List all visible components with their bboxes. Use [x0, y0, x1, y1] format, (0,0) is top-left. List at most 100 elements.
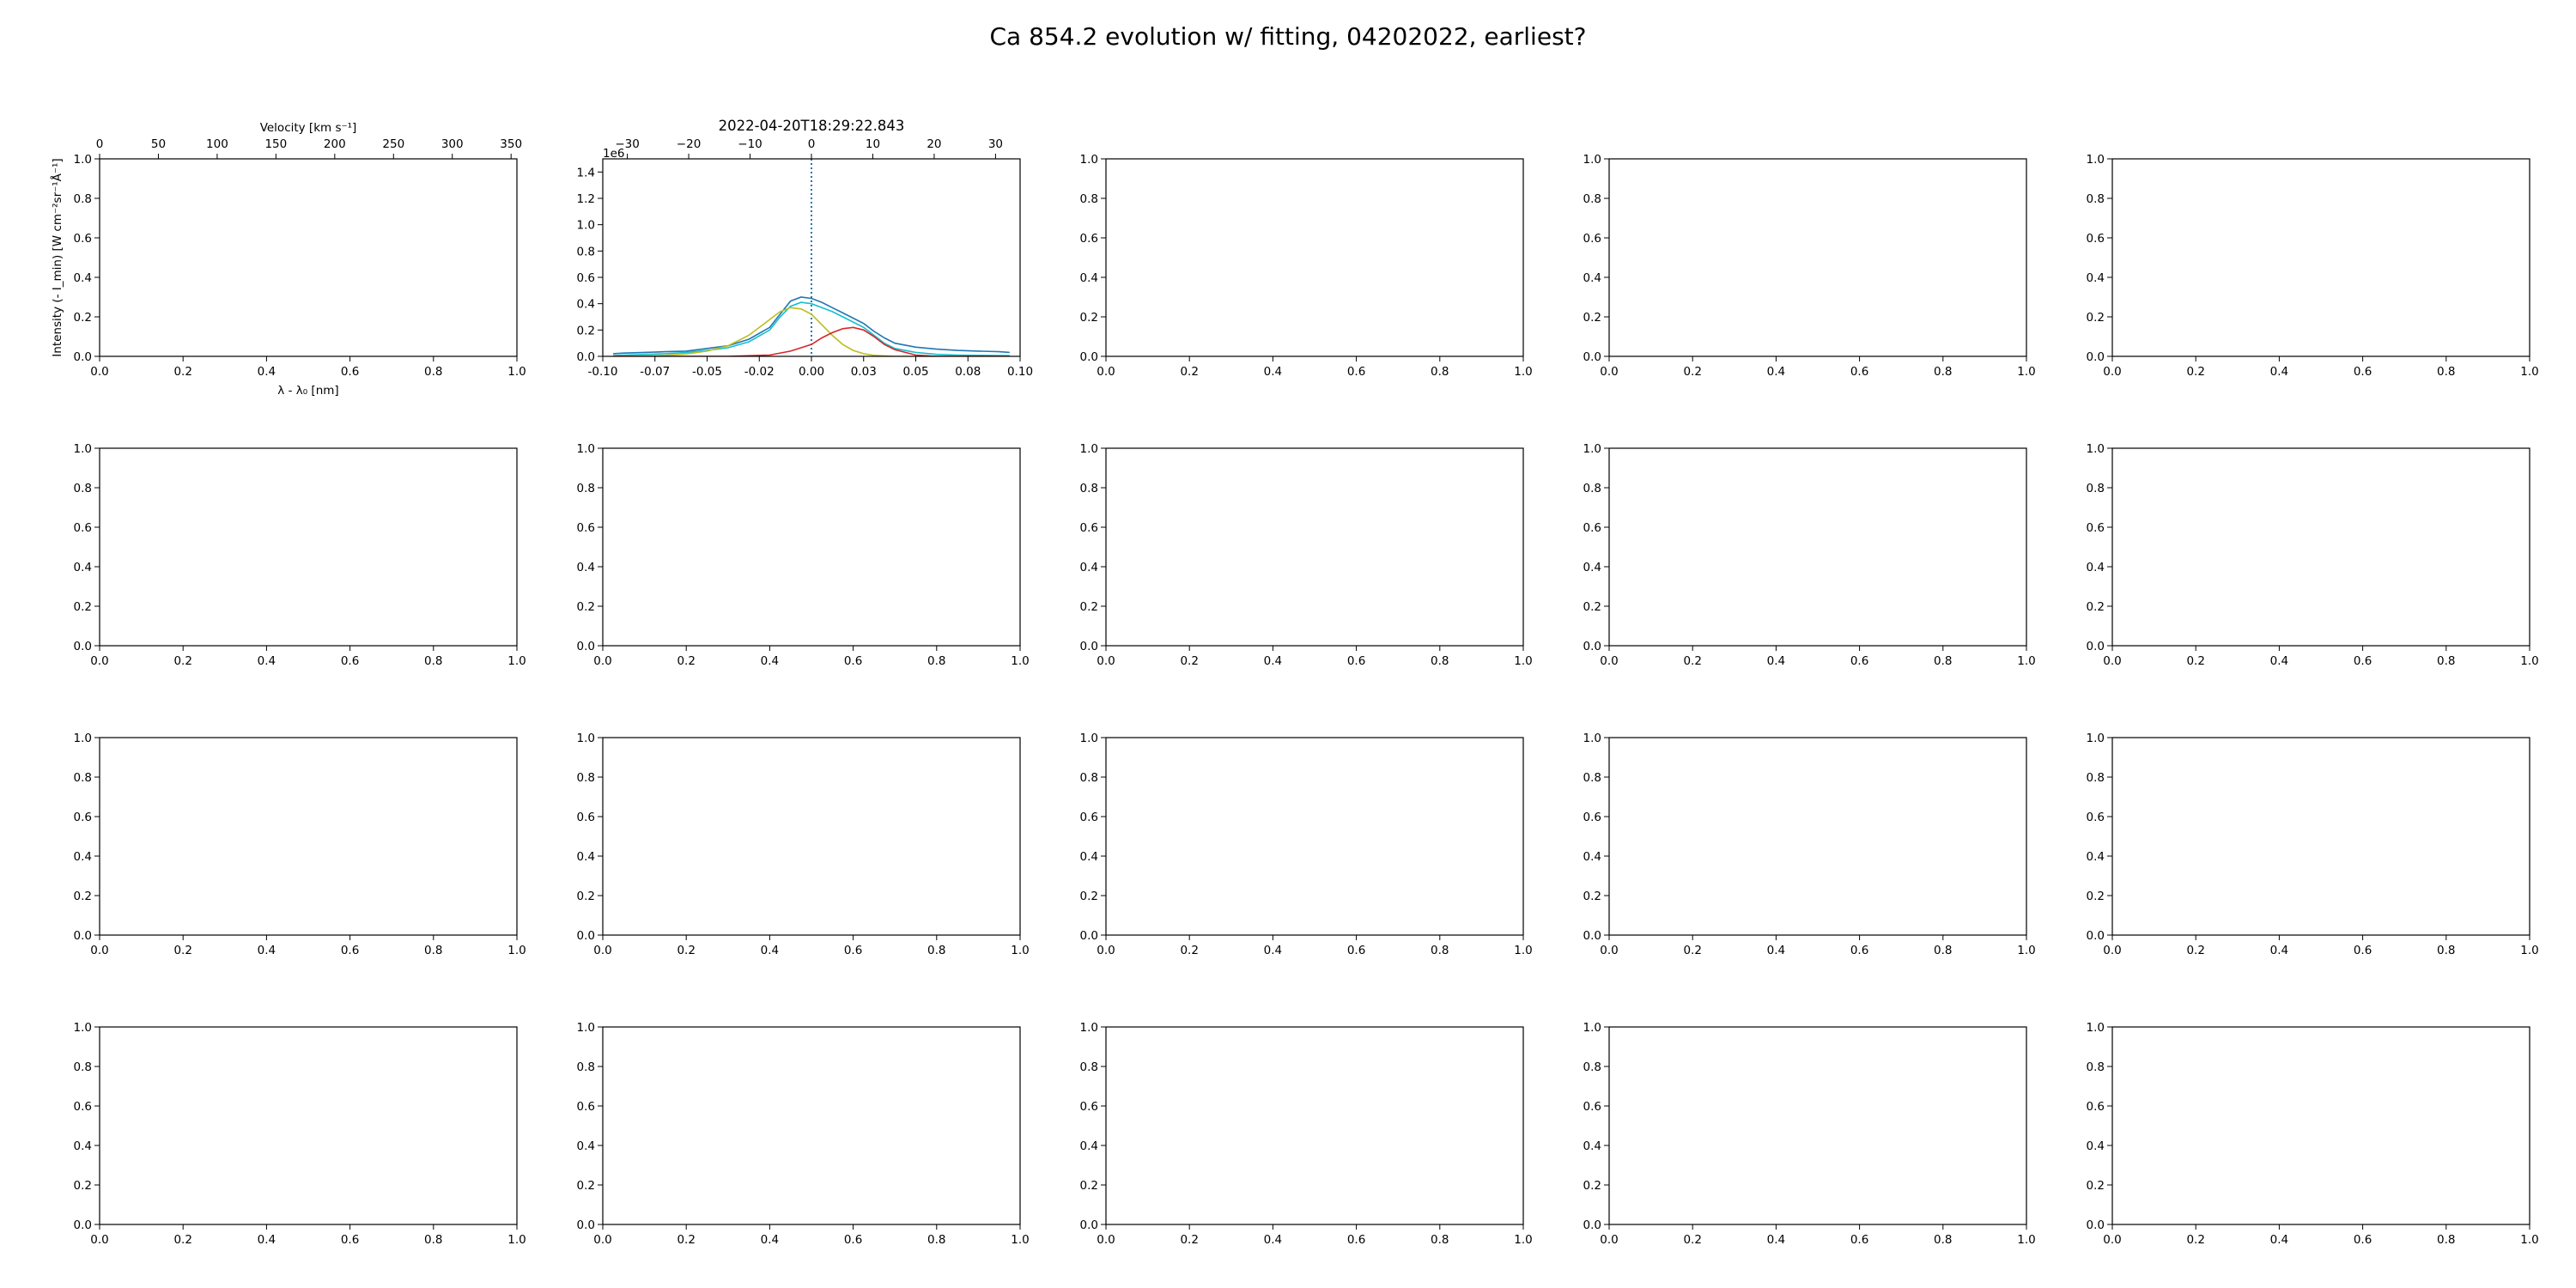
y-tick-label: 0.0 — [1080, 350, 1098, 364]
y-tick-label: 1.0 — [577, 219, 595, 233]
x-tick-label: 0.0 — [1600, 944, 1618, 957]
y-tick-label: 0.0 — [1080, 640, 1098, 653]
x-tick-label: 0.05 — [902, 365, 928, 379]
y-tick-label: 0.4 — [1080, 1139, 1098, 1153]
subplot-r4-c5: 0.00.0 0.2 0.2 0.4 0.4 0.6 0.6 0.8 0.8 1.0 1.0 — [2087, 1021, 2539, 1247]
x-tick-label: 0.8 — [424, 654, 442, 668]
y-tick-label: 0.2 — [1080, 890, 1098, 903]
y-tick-label: 0.2 — [577, 324, 595, 337]
y-tick-label: 1.0 — [2087, 442, 2105, 456]
x-tick-label: 0.0 — [90, 944, 108, 957]
y-tick-label: 0.6 — [577, 1100, 595, 1114]
top-tick-label: 50 — [151, 137, 166, 151]
y-tick-label: 0.4 — [1583, 561, 1601, 574]
x-tick-label: 0.6 — [1347, 654, 1365, 668]
x-tick-label: 1.0 — [2017, 944, 2035, 957]
y-tick-label: 0.6 — [1583, 232, 1601, 246]
y-tick-label: 1.0 — [74, 1021, 92, 1035]
subplot-r3-c1: 0.00.0 0.2 0.2 0.4 0.4 0.6 0.6 0.8 0.8 1.0 1.0 — [74, 732, 526, 957]
y-tick-label: 0.2 — [577, 600, 595, 614]
x-tick-label: 0.0 — [593, 944, 611, 957]
y-tick-label: 0.0 — [1583, 640, 1601, 653]
axes-frame — [602, 1026, 1021, 1225]
x-tick-label: 1.0 — [507, 1233, 526, 1247]
series-line-1 — [613, 296, 1010, 355]
x-tick-label: 0.8 — [1431, 944, 1449, 957]
top-tick-label: 0 — [96, 137, 104, 151]
y-tick-label: 0.2 — [1583, 600, 1601, 614]
x-tick-label: 0.6 — [2354, 1233, 2372, 1247]
axes-title: 2022-04-20T18:29:22.843 — [719, 118, 905, 134]
x-tick-label: 0.4 — [761, 1233, 779, 1247]
y-tick-label: 0.2 — [577, 1179, 595, 1193]
x-tick-label: 0.08 — [955, 365, 981, 379]
y-tick-label: 0.2 — [74, 600, 92, 614]
y-tick-label: 0.0 — [74, 929, 92, 943]
y-tick-label: 0.0 — [577, 1218, 595, 1232]
subplot-r3-c5: 0.00.0 0.2 0.2 0.4 0.4 0.6 0.6 0.8 0.8 1.0 1.0 — [2087, 732, 2539, 957]
x-tick-label: 0.6 — [844, 654, 862, 668]
top-tick-label: 350 — [500, 137, 522, 151]
x-tick-label: 0.2 — [1683, 944, 1701, 957]
subplot-r3-c2: 0.00.0 0.2 0.2 0.4 0.4 0.6 0.6 0.8 0.8 1.0 1.0 — [577, 732, 1030, 957]
x-tick-label: 1.0 — [2520, 1233, 2538, 1247]
x-tick-label: 0.6 — [1850, 365, 1868, 379]
axes-frame — [602, 447, 1021, 647]
y-tick-label: 0.6 — [577, 811, 595, 824]
series-line-4 — [613, 326, 1010, 356]
x-tick-label: 0.2 — [677, 944, 695, 957]
x-tick-label: 1.0 — [507, 944, 526, 957]
y-tick-label: 1.0 — [1583, 732, 1601, 745]
subplot-r1-c3: 0.00.0 0.2 0.2 0.4 0.4 0.6 0.6 0.8 0.8 1.0 1.0 — [1080, 153, 1533, 379]
x-tick-label: 0.8 — [1431, 654, 1449, 668]
y-tick-label: 0.4 — [74, 850, 92, 864]
x-tick-label: 0.4 — [258, 1233, 276, 1247]
y-tick-label: 1.0 — [1080, 153, 1098, 167]
x-tick-label: 0.4 — [1767, 365, 1785, 379]
x-tick-label: 0.8 — [1431, 365, 1449, 379]
x-tick-label: 0.8 — [1934, 654, 1952, 668]
subplot-r1-c1: 0.00.0 0.2 0.2 0.4 0.4 0.6 0.6 0.8 0.8 1.0 1.0 0 50 1… — [50, 121, 526, 398]
y-tick-label: 0.0 — [1583, 929, 1601, 943]
y-tick-label: 0.2 — [74, 1179, 92, 1193]
plot-area — [613, 159, 1010, 356]
y-tick-label: 0.4 — [74, 561, 92, 574]
top-axis-label: Velocity [km s⁻¹] — [260, 121, 357, 135]
x-tick-label: 0.4 — [1767, 1233, 1785, 1247]
x-tick-label: 1.0 — [1514, 365, 1532, 379]
y-tick-label: 0.0 — [1583, 350, 1601, 364]
x-tick-label: 0.6 — [1850, 654, 1868, 668]
y-tick-label: 1.0 — [74, 732, 92, 745]
y-tick-label: 0.0 — [2087, 640, 2105, 653]
x-tick-label: 0.2 — [2186, 654, 2204, 668]
x-tick-label: 0.2 — [677, 654, 695, 668]
y-tick-label: 0.8 — [2087, 482, 2105, 495]
y-tick-label: 1.0 — [74, 442, 92, 456]
y-tick-label: 1.0 — [1080, 732, 1098, 745]
subplot-r3-c4: 0.00.0 0.2 0.2 0.4 0.4 0.6 0.6 0.8 0.8 1.0 1.0 — [1583, 732, 2036, 957]
x-tick-label: 1.0 — [2017, 365, 2035, 379]
y-tick-label: 0.2 — [1583, 311, 1601, 325]
axes-frame — [2111, 1026, 2530, 1225]
y-tick-label: 0.6 — [577, 521, 595, 535]
y-tick-label: 0.0 — [2087, 1218, 2105, 1232]
y-tick-label: 0.2 — [1583, 1179, 1601, 1193]
y-tick-label: 1.0 — [2087, 153, 2105, 167]
y-tick-label: 0.8 — [577, 1060, 595, 1074]
x-tick-label: 0.0 — [1097, 654, 1115, 668]
y-tick-label: 0.6 — [1583, 811, 1601, 824]
axes-frame — [1105, 447, 1524, 647]
subplot-r1-c5: 0.00.0 0.2 0.2 0.4 0.4 0.6 0.6 0.8 0.8 1.0 1.0 — [2087, 153, 2539, 379]
x-tick-label: 0.8 — [1934, 944, 1952, 957]
x-tick-label: 0.8 — [927, 654, 945, 668]
x-tick-label: 1.0 — [507, 365, 526, 379]
y-tick-label: 0.0 — [577, 929, 595, 943]
y-tick-label: 0.2 — [1080, 311, 1098, 325]
x-tick-label: 0.10 — [1007, 365, 1033, 379]
y-tick-label: 0.8 — [1583, 1060, 1601, 1074]
y-tick-label: 0.4 — [2087, 850, 2105, 864]
x-tick-label: 0.8 — [2437, 1233, 2455, 1247]
y-tick-label: 0.4 — [577, 298, 595, 312]
axes-frame — [1608, 447, 2027, 647]
